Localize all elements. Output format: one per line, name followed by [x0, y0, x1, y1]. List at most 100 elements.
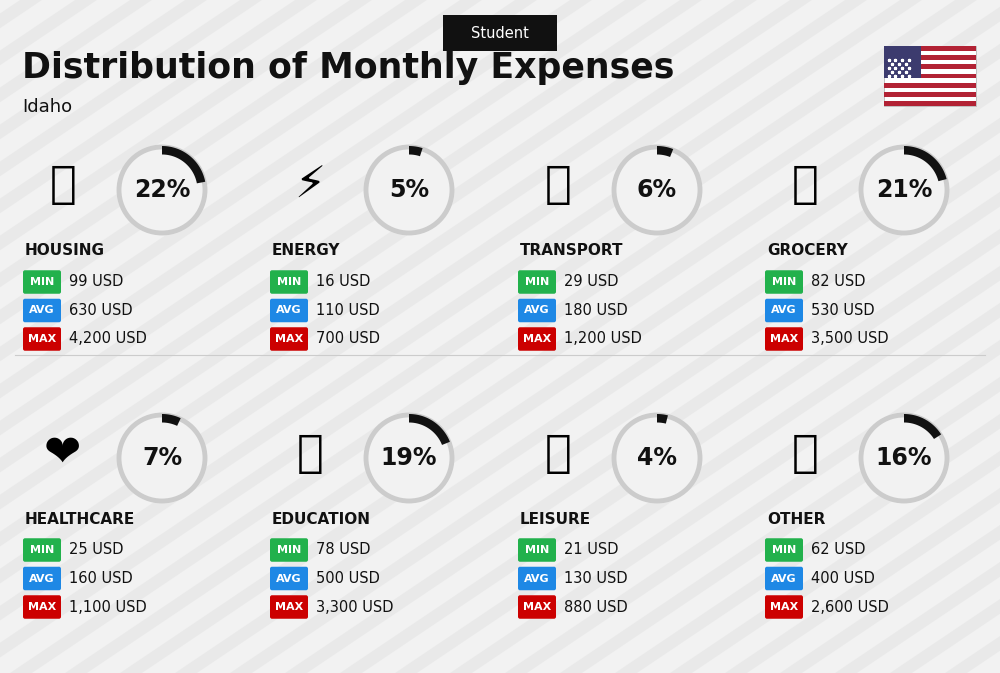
FancyBboxPatch shape — [270, 567, 308, 590]
Polygon shape — [0, 0, 317, 673]
Text: 19%: 19% — [381, 446, 437, 470]
Polygon shape — [904, 414, 941, 439]
Text: 22%: 22% — [134, 178, 190, 202]
Polygon shape — [0, 0, 812, 673]
Text: 21%: 21% — [876, 178, 932, 202]
Text: AVG: AVG — [524, 573, 550, 583]
FancyBboxPatch shape — [884, 92, 976, 97]
Polygon shape — [0, 0, 482, 673]
FancyBboxPatch shape — [270, 327, 308, 351]
Text: HEALTHCARE: HEALTHCARE — [25, 511, 135, 526]
FancyBboxPatch shape — [518, 327, 556, 351]
Text: MIN: MIN — [30, 545, 54, 555]
Polygon shape — [505, 0, 1000, 673]
FancyBboxPatch shape — [765, 595, 803, 618]
Text: 400 USD: 400 USD — [811, 571, 875, 586]
Text: MAX: MAX — [770, 602, 798, 612]
Text: MAX: MAX — [523, 602, 551, 612]
Text: AVG: AVG — [771, 573, 797, 583]
Polygon shape — [0, 0, 757, 673]
Polygon shape — [670, 0, 1000, 673]
Text: MAX: MAX — [770, 334, 798, 344]
Text: 16%: 16% — [876, 446, 932, 470]
Circle shape — [119, 147, 205, 233]
Polygon shape — [10, 0, 1000, 673]
Text: MIN: MIN — [277, 277, 301, 287]
Text: AVG: AVG — [524, 306, 550, 316]
Text: 1,200 USD: 1,200 USD — [564, 332, 642, 347]
Text: HOUSING: HOUSING — [25, 244, 105, 258]
Polygon shape — [657, 146, 673, 157]
Text: 78 USD: 78 USD — [316, 542, 370, 557]
Polygon shape — [0, 0, 97, 673]
Polygon shape — [175, 0, 1000, 673]
Polygon shape — [0, 0, 702, 673]
Polygon shape — [450, 0, 1000, 673]
Polygon shape — [904, 146, 947, 181]
Text: Idaho: Idaho — [22, 98, 72, 116]
Polygon shape — [409, 414, 450, 445]
Circle shape — [366, 415, 452, 501]
FancyBboxPatch shape — [765, 327, 803, 351]
Circle shape — [366, 147, 452, 233]
Text: 99 USD: 99 USD — [69, 275, 123, 289]
Polygon shape — [657, 414, 668, 423]
Text: 880 USD: 880 USD — [564, 600, 628, 614]
Text: MIN: MIN — [525, 277, 549, 287]
FancyBboxPatch shape — [23, 271, 61, 293]
Polygon shape — [0, 0, 262, 673]
FancyBboxPatch shape — [884, 46, 976, 50]
Text: 7%: 7% — [142, 446, 182, 470]
Text: AVG: AVG — [276, 573, 302, 583]
Text: AVG: AVG — [771, 306, 797, 316]
Text: 4,200 USD: 4,200 USD — [69, 332, 147, 347]
FancyBboxPatch shape — [765, 567, 803, 590]
Text: 🚌: 🚌 — [545, 164, 571, 207]
FancyBboxPatch shape — [518, 538, 556, 562]
Text: MAX: MAX — [275, 602, 303, 612]
Polygon shape — [0, 0, 372, 673]
FancyBboxPatch shape — [23, 595, 61, 618]
FancyBboxPatch shape — [23, 538, 61, 562]
Text: 180 USD: 180 USD — [564, 303, 628, 318]
Text: 3,300 USD: 3,300 USD — [316, 600, 394, 614]
FancyBboxPatch shape — [884, 46, 921, 78]
FancyBboxPatch shape — [270, 538, 308, 562]
Polygon shape — [890, 0, 1000, 673]
Polygon shape — [560, 0, 1000, 673]
Text: 🛍️: 🛍️ — [545, 431, 571, 474]
Circle shape — [861, 147, 947, 233]
FancyBboxPatch shape — [270, 271, 308, 293]
FancyBboxPatch shape — [765, 538, 803, 562]
Text: 4%: 4% — [637, 446, 677, 470]
FancyBboxPatch shape — [270, 595, 308, 618]
Text: AVG: AVG — [29, 306, 55, 316]
Polygon shape — [409, 146, 423, 156]
Text: EDUCATION: EDUCATION — [272, 511, 371, 526]
Text: 25 USD: 25 USD — [69, 542, 123, 557]
FancyBboxPatch shape — [518, 567, 556, 590]
Text: MAX: MAX — [523, 334, 551, 344]
Polygon shape — [0, 0, 922, 673]
Polygon shape — [162, 146, 205, 183]
FancyBboxPatch shape — [884, 65, 976, 69]
Text: MAX: MAX — [28, 602, 56, 612]
Text: ⚡: ⚡ — [294, 164, 326, 207]
Polygon shape — [285, 0, 1000, 673]
Polygon shape — [835, 0, 1000, 673]
Text: 16 USD: 16 USD — [316, 275, 370, 289]
Polygon shape — [65, 0, 1000, 673]
Polygon shape — [0, 0, 427, 673]
Polygon shape — [0, 0, 867, 673]
Polygon shape — [120, 0, 1000, 673]
FancyBboxPatch shape — [270, 299, 308, 322]
Text: 3,500 USD: 3,500 USD — [811, 332, 889, 347]
FancyBboxPatch shape — [765, 299, 803, 322]
Polygon shape — [0, 0, 152, 673]
Polygon shape — [230, 0, 1000, 673]
FancyBboxPatch shape — [23, 567, 61, 590]
Text: MIN: MIN — [277, 545, 301, 555]
Circle shape — [861, 415, 947, 501]
FancyBboxPatch shape — [884, 55, 976, 60]
Text: 🛒: 🛒 — [792, 164, 818, 207]
